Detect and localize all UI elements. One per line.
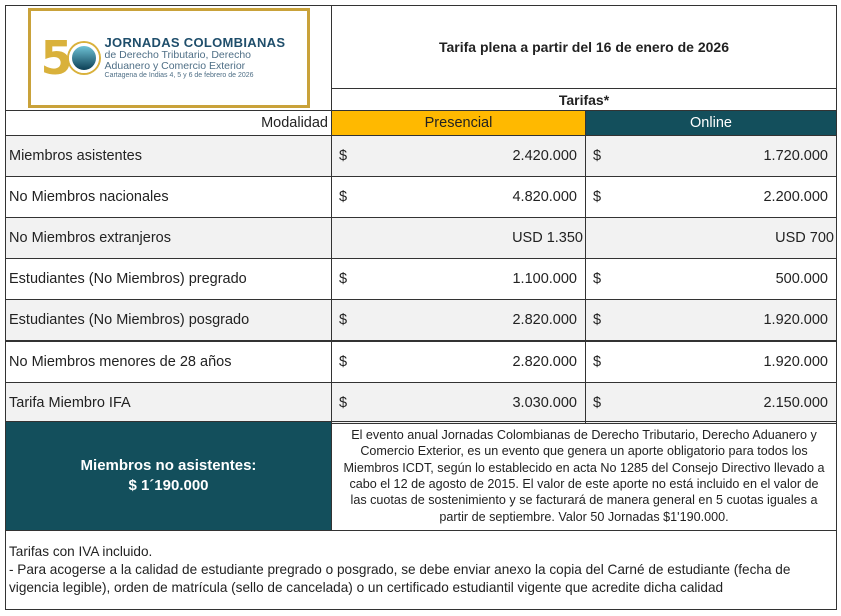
online-cell: $2.200.000 bbox=[585, 176, 837, 219]
jornadas-logo: 505 JORNADAS COLOMBIANAS de Derecho Trib… bbox=[27, 8, 310, 108]
no-asistentes-label: Miembros no asistentes: bbox=[80, 456, 257, 474]
logo-line4: Cartagena de Indias 4, 5 y 6 de febrero … bbox=[104, 72, 254, 80]
online-cell: $1.920.000 bbox=[585, 299, 837, 342]
logo-50-mark: 505 bbox=[41, 31, 99, 85]
online-cell: $1.920.000 bbox=[585, 340, 837, 383]
presencial-header: Presencial bbox=[331, 110, 586, 136]
presencial-cell: USD 1.350 bbox=[331, 217, 586, 260]
currency-symbol: $ bbox=[339, 353, 348, 370]
online-cell: $500.000 bbox=[585, 258, 837, 301]
presencial-cell: $3.030.000 bbox=[331, 381, 586, 424]
row-label: Estudiantes (No Miembros) pregrado bbox=[9, 271, 247, 288]
currency-symbol: $ bbox=[593, 189, 602, 206]
table-row-label: Estudiantes (No Miembros) pregrado bbox=[5, 258, 332, 301]
presencial-cell: $2.420.000 bbox=[331, 135, 586, 177]
currency-symbol: $ bbox=[339, 312, 348, 329]
online-cell: $1.720.000 bbox=[585, 135, 837, 177]
online-header: Online bbox=[585, 110, 837, 136]
presencial-value: 2.420.000 bbox=[512, 148, 577, 164]
presencial-cell: $1.100.000 bbox=[331, 258, 586, 301]
presencial-value: 2.820.000 bbox=[512, 353, 577, 370]
logo-cell: 505 JORNADAS COLOMBIANAS de Derecho Trib… bbox=[5, 5, 332, 111]
online-value: 2.150.000 bbox=[763, 394, 828, 411]
currency-symbol: $ bbox=[593, 271, 602, 288]
table-row-label: Miembros asistentes bbox=[5, 135, 332, 177]
row-label: Tarifa Miembro IFA bbox=[9, 394, 131, 411]
logo-title: JORNADAS COLOMBIANAS bbox=[104, 35, 286, 51]
online-value: 1.920.000 bbox=[763, 353, 828, 370]
row-label: No Miembros nacionales bbox=[9, 189, 169, 206]
table-row-label: Estudiantes (No Miembros) posgrado bbox=[5, 299, 332, 342]
table-row-label: No Miembros menores de 28 años bbox=[5, 340, 332, 383]
table-row-label: No Miembros extranjeros bbox=[5, 217, 332, 260]
online-value: 1.720.000 bbox=[763, 148, 828, 164]
row-label: Miembros asistentes bbox=[9, 148, 142, 164]
notes: Tarifas con IVA incluido. - Para acogers… bbox=[5, 530, 837, 610]
presencial-value: USD 1.350 bbox=[512, 230, 583, 247]
presencial-value: 1.100.000 bbox=[512, 271, 577, 288]
currency-symbol: $ bbox=[593, 148, 602, 164]
online-cell: USD 700 bbox=[585, 217, 837, 260]
presencial-value: 4.820.000 bbox=[512, 189, 577, 206]
currency-symbol: $ bbox=[339, 148, 348, 164]
miembros-no-asistentes-cell: Miembros no asistentes: $ 1´190.000 bbox=[5, 421, 332, 531]
note-iva: Tarifas con IVA incluido. bbox=[9, 544, 153, 559]
currency-symbol: $ bbox=[339, 189, 348, 206]
currency-symbol: $ bbox=[593, 353, 602, 370]
note-students: - Para acogerse a la calidad de estudian… bbox=[9, 562, 791, 596]
presencial-value: 3.030.000 bbox=[512, 394, 577, 411]
modalidad-header: Modalidad bbox=[5, 110, 332, 136]
presencial-cell: $2.820.000 bbox=[331, 299, 586, 342]
no-asistentes-description: El evento anual Jornadas Colombianas de … bbox=[331, 421, 837, 531]
tarifas-header: Tarifas* bbox=[331, 88, 837, 111]
row-label: No Miembros menores de 28 años bbox=[9, 353, 232, 370]
online-value: 1.920.000 bbox=[763, 312, 828, 329]
logo-line2: de Derecho Tributario, Derecho bbox=[104, 49, 252, 62]
table-row-label: No Miembros nacionales bbox=[5, 176, 332, 219]
currency-symbol: $ bbox=[593, 312, 602, 329]
no-asistentes-value: $ 1´190.000 bbox=[128, 477, 209, 494]
currency-symbol: $ bbox=[339, 394, 348, 411]
currency-symbol: $ bbox=[593, 394, 602, 411]
row-label: No Miembros extranjeros bbox=[9, 230, 171, 247]
online-value: 500.000 bbox=[775, 271, 828, 288]
logo-line3: Aduanero y Comercio Exterior bbox=[104, 60, 246, 73]
row-label: Estudiantes (No Miembros) posgrado bbox=[9, 312, 250, 329]
presencial-cell: $4.820.000 bbox=[331, 176, 586, 219]
online-value: USD 700 bbox=[775, 230, 834, 247]
presencial-value: 2.820.000 bbox=[512, 312, 577, 329]
online-value: 2.200.000 bbox=[763, 189, 828, 206]
table-row-label: Tarifa Miembro IFA bbox=[5, 381, 332, 424]
presencial-cell: $2.820.000 bbox=[331, 340, 586, 383]
page-title: Tarifa plena a partir del 16 de enero de… bbox=[331, 5, 837, 89]
online-cell: $2.150.000 bbox=[585, 381, 837, 424]
currency-symbol: $ bbox=[339, 271, 348, 288]
